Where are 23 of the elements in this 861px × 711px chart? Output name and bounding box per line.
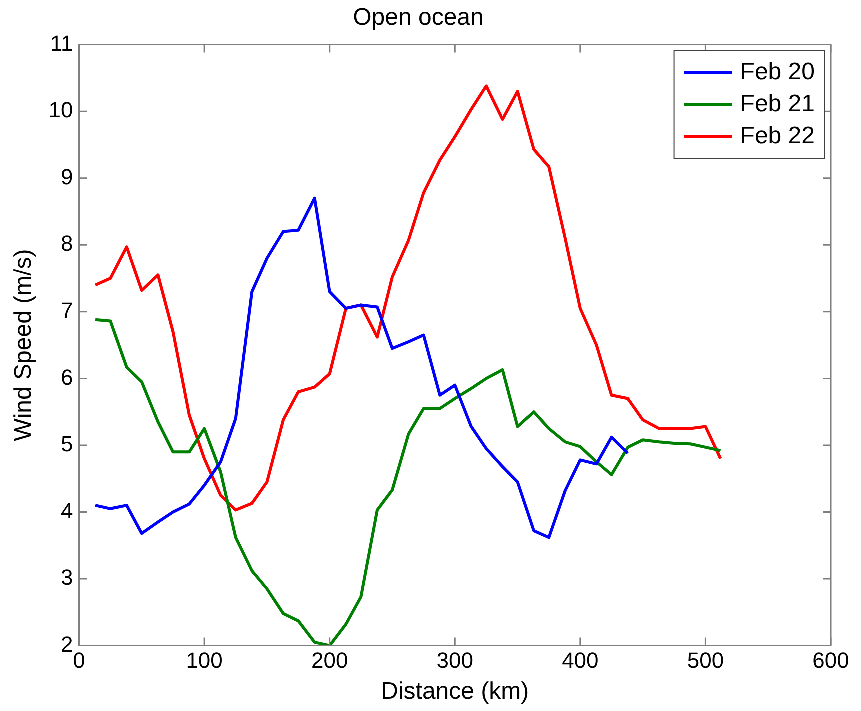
legend-label: Feb 20 <box>740 58 815 86</box>
y-axis-title: Wind Speed (m/s) <box>10 249 38 442</box>
y-tick-label: 10 <box>48 98 74 123</box>
x-tick-label: 200 <box>311 648 348 674</box>
x-tick-label: 600 <box>812 648 850 674</box>
y-tick-label: 11 <box>50 30 74 56</box>
y-tick-label: 2 <box>61 632 74 657</box>
x-tick-label: 400 <box>562 648 599 674</box>
y-tick-label: 8 <box>61 231 74 256</box>
y-tick-label: 4 <box>61 498 74 524</box>
y-tick-label: 9 <box>61 164 74 190</box>
y-tick-label: 3 <box>61 565 74 590</box>
y-tick-label: 7 <box>61 298 74 323</box>
x-tick-label: 500 <box>687 648 724 674</box>
chart-title: Open ocean <box>353 4 484 32</box>
x-tick-label: 0 <box>73 648 86 674</box>
legend-label: Feb 22 <box>740 122 815 150</box>
y-tick-label: 6 <box>61 364 74 390</box>
x-tick-label: 300 <box>436 648 474 674</box>
x-tick-label: 100 <box>186 648 223 674</box>
x-axis-title: Distance (km) <box>381 678 530 706</box>
legend-label: Feb 21 <box>740 90 815 118</box>
y-tick-label: 5 <box>61 432 74 457</box>
